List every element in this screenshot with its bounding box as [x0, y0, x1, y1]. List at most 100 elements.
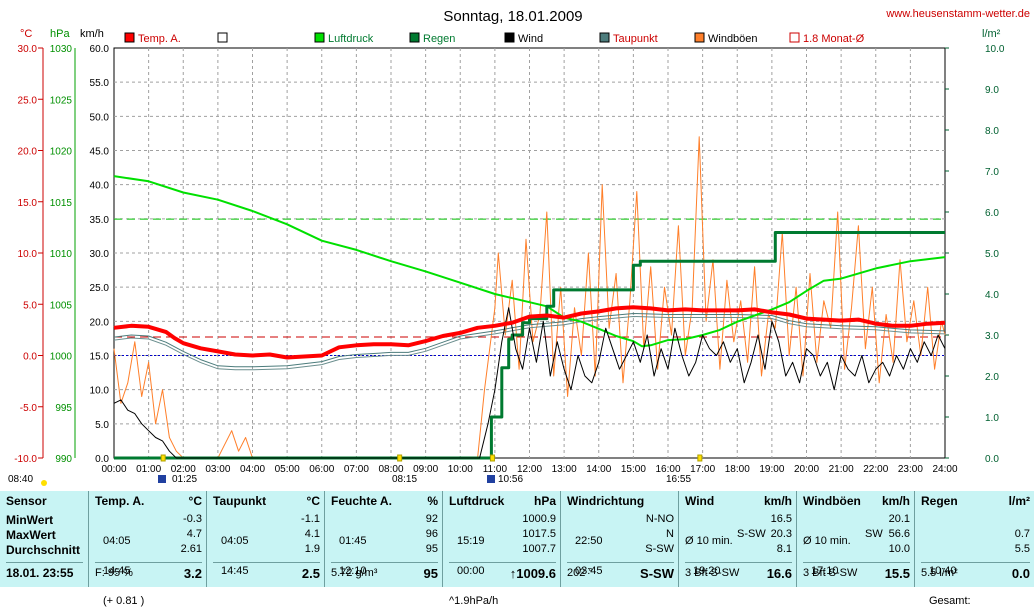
wind-max-time: 19:20: [693, 565, 721, 577]
weather-chart: Sonntag, 18.01.2009 www.heusenstamm-wett…: [8, 8, 1030, 486]
marker-icon: [487, 475, 495, 483]
header-pressure: Luftdruck: [449, 494, 505, 508]
marker-label: 08:15: [392, 474, 417, 485]
site-url[interactable]: www.heusenstamm-wetter.de: [885, 8, 1030, 20]
col-pressure: Luftdruck hPa 15:19 1000.9 00:00 1017.5 ^1.…: [442, 491, 560, 607]
dew-min-value: -1.1: [301, 513, 320, 525]
x-tick-label: 10:00: [448, 464, 473, 475]
legend-swatch: [409, 32, 420, 43]
pressure-tick-label: 1030: [50, 44, 73, 55]
rain-unit-label: l/m²: [982, 28, 1001, 40]
dir-max-value: N: [666, 528, 674, 540]
temp-humidity-note: F: 95 %: [95, 567, 133, 579]
wind-tick-label: 45.0: [90, 147, 110, 158]
pressure-tick-label: 1020: [50, 147, 73, 158]
gust-max-dir: SW: [865, 528, 883, 540]
row-label-avg: Durchschnitt: [6, 543, 81, 557]
legend-label: Temp. A.: [138, 33, 181, 45]
wind-max-dir: S-SW: [737, 528, 766, 540]
col-sensor: Sensor MinWert MaxWert Durchschnitt 18.0…: [0, 491, 87, 587]
dir-min-time: 22:50: [575, 535, 603, 547]
x-tick-label: 03:00: [205, 464, 230, 475]
pressure-tick-label: 1010: [50, 249, 73, 260]
dew-current: 2.5: [301, 566, 320, 581]
x-tick-label: 20:00: [794, 464, 819, 475]
wind-tick-label: 30.0: [90, 249, 110, 260]
gust-avg-value: 10.0: [888, 543, 910, 555]
wind-tick-label: 55.0: [90, 78, 110, 89]
header-temp: Temp. A.: [95, 494, 145, 508]
legend-swatch: [789, 32, 800, 43]
dir-current: S-SW: [640, 566, 674, 581]
row-label-min: MinWert: [6, 513, 54, 527]
x-tick-label: 09:00: [413, 464, 438, 475]
x-tick-label: 15:00: [621, 464, 646, 475]
unit-humidity: %: [427, 494, 438, 508]
x-tick-label: 02:00: [171, 464, 196, 475]
rain-current: 0.0: [1011, 566, 1030, 581]
event-marker: [397, 454, 403, 462]
pres-trend: ^1.9hPa/h: [449, 595, 499, 607]
pressure-tick-label: 1025: [50, 95, 73, 106]
temp-unit-label: °C: [20, 28, 32, 40]
series-wind: [113, 307, 946, 459]
gust-current: 15.5: [884, 566, 910, 581]
x-tick-label: 07:00: [344, 464, 369, 475]
x-tick-label: 14:00: [586, 464, 611, 475]
dir-min-value: N-NO: [645, 513, 674, 525]
event-marker: [160, 454, 166, 462]
event-marker: [489, 454, 495, 462]
series-taupunkt: [113, 313, 946, 368]
x-tick-label: 01:00: [136, 464, 161, 475]
wind-avg-value: 8.1: [776, 543, 792, 555]
x-tick-label: 24:00: [932, 464, 957, 475]
unit-temp: °C: [188, 494, 202, 508]
wind-tick-label: 20.0: [90, 317, 110, 328]
wind-tick-label: 15.0: [90, 352, 110, 363]
wind-tick-label: 5.0: [95, 420, 109, 431]
legend-swatch: [217, 32, 228, 43]
dew-max-time: 14:45: [221, 565, 249, 577]
pres-max-value: 1017.5: [522, 528, 556, 540]
wind-tick-label: 0.0: [95, 454, 109, 465]
temp-tick-label: -10.0: [14, 454, 37, 465]
rain-tick-label: 8.0: [985, 126, 999, 137]
legend-swatch: [504, 32, 515, 43]
wind-max-value: 20.3: [770, 528, 792, 540]
x-tick-label: 05:00: [275, 464, 300, 475]
x-tick-label: 12:00: [517, 464, 542, 475]
rain-tick-label: 0.0: [985, 454, 999, 465]
row-label-max: MaxWert: [6, 528, 56, 542]
rain-tick-label: 10.0: [985, 44, 1005, 55]
legend-swatch: [599, 32, 610, 43]
rain-tick-label: 9.0: [985, 85, 999, 96]
wind-beaufort: 3 Bft S-SW: [685, 567, 740, 579]
pressure-tick-label: 1015: [50, 198, 73, 209]
gust-beaufort: 3 Bft S-SW: [803, 567, 858, 579]
wind-current: 16.6: [766, 566, 792, 581]
wind-tick-label: 40.0: [90, 181, 110, 192]
temp-tick-label: 25.0: [18, 95, 38, 106]
header-sensor: Sensor: [6, 494, 47, 508]
col-rain: Regen l/m² 10:40 0.7 Gesamt: 5.5 5.5 l/m² 0.…: [914, 491, 1034, 607]
hum-absolute: 5.72 g/m³: [331, 567, 378, 579]
legend-label: 1.8 Monat-Ø: [803, 33, 865, 45]
plot-area: 00:00 01:00 02:00 03:00 04:00 05:00 06:00 07:00…: [8, 44, 1005, 486]
hum-current: 95: [423, 566, 438, 581]
legend-swatch: [124, 32, 135, 43]
temp-min-value: -0.3: [183, 513, 202, 525]
temp-max-value: 4.7: [186, 528, 202, 540]
unit-wind: km/h: [763, 494, 792, 508]
legend-swatch: [694, 32, 705, 43]
col-humidity: Feuchte A.% 01:45 92 12:10 96 95 5.72 g/m³…: [324, 491, 442, 587]
hum-avg-value: 95: [425, 543, 438, 555]
dir-degrees: 202 °: [567, 567, 593, 579]
legend-label: Luftdruck: [328, 33, 374, 45]
series-temp-a-: [113, 305, 946, 360]
rain-tick-label: 2.0: [985, 372, 999, 383]
legend-label: Taupunkt: [613, 33, 658, 45]
series-luftdruck: [113, 175, 946, 348]
temp-tick-label: 15.0: [18, 198, 38, 209]
dew-max-value: 4.1: [304, 528, 320, 540]
timestamp: 18.01. 23:55: [6, 562, 83, 589]
